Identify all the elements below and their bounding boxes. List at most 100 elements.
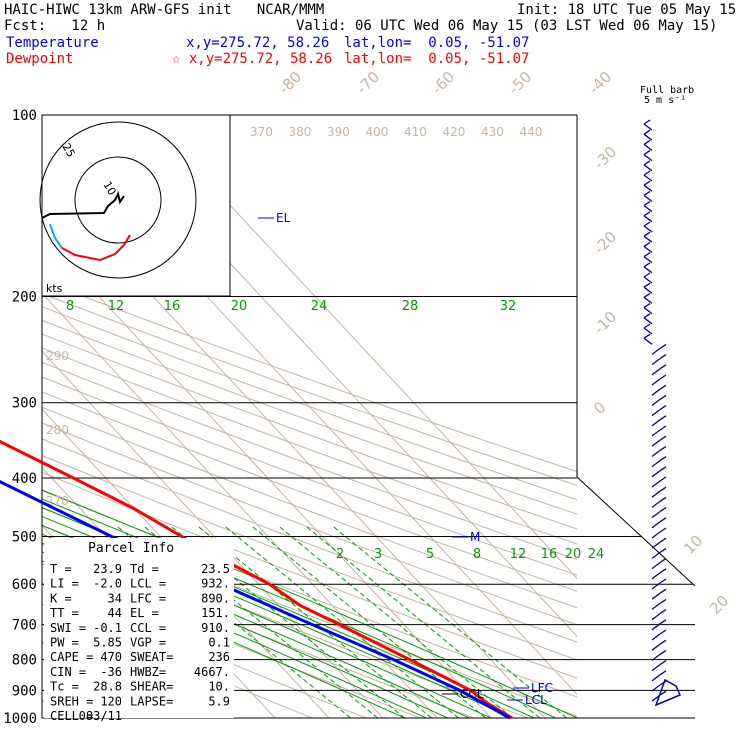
parcel-row-value: 23.5 [201, 562, 230, 576]
wind-barb [651, 582, 661, 590]
hodograph-trace-cyan [49, 223, 63, 249]
wind-barb [651, 368, 661, 376]
wind-barb [643, 225, 653, 233]
wind-barb [643, 266, 653, 274]
mixing-ratio-line [278, 525, 513, 718]
isotherm-line [42, 234, 492, 718]
wind-barb [651, 500, 661, 508]
wind-barb [651, 664, 661, 672]
parcel-row-value: -2.0 [93, 577, 122, 591]
wind-barb [643, 123, 653, 131]
isotherm-label: 20 [706, 592, 732, 618]
parcel-row-label: SWI = [50, 621, 86, 635]
wind-barb [651, 674, 661, 682]
wind-barb [651, 684, 661, 692]
hodograph: 25 10 kts [39, 114, 231, 297]
wind-barb [643, 317, 653, 325]
parcel-panel-bg [44, 538, 234, 718]
wind-barb [651, 470, 661, 478]
wind-barb [651, 643, 661, 651]
wind-barb [651, 613, 661, 621]
wind-barb [651, 490, 661, 498]
wind-barb-flag [659, 456, 667, 462]
mixing-ratio-label: 16 [164, 299, 181, 314]
wind-barb-flag [659, 609, 667, 615]
wind-barb-flag [659, 660, 667, 666]
annotation-lfc: LFC [531, 681, 553, 695]
wind-barb-cluster [654, 678, 681, 707]
wind-barb-flag [659, 405, 667, 411]
wind-barb [643, 296, 653, 304]
wind-barb-flag [659, 629, 667, 635]
wind-barb [651, 602, 661, 610]
dry-adiabat-line [42, 583, 367, 718]
parcel-row-value: 4667. [194, 665, 230, 679]
dry-adiabat-line [42, 293, 577, 487]
isotherm-line [42, 292, 438, 718]
dry-adiabat-line [42, 406, 577, 609]
wind-barb-flag [659, 486, 667, 492]
pressure-label: 600 [12, 577, 37, 593]
parcel-row-value: 44 [108, 606, 122, 620]
mixing-ratio-label: 12 [510, 547, 527, 562]
mixing-ratio-label: 24 [588, 547, 605, 562]
pressure-label: 400 [12, 471, 37, 487]
dry-adiabat-line [42, 280, 577, 473]
wind-barb [643, 327, 653, 335]
wind-barbs [643, 119, 681, 707]
wind-barb [643, 276, 653, 284]
wind-barb-flag [659, 527, 667, 533]
parcel-row-label: CELL = [50, 709, 93, 723]
wind-barb-flag [659, 425, 667, 431]
plot-frame-diagonal [576, 476, 696, 587]
dewpoint-latlon: lat,lon= 0.05, -51.07 [344, 51, 530, 67]
wind-barb-flag [659, 394, 667, 400]
parcel-row-label: Tc = [50, 680, 79, 694]
wind-barb-flag [659, 343, 667, 349]
wind-barb-flag [643, 211, 651, 217]
parcel-row-value: -36 [100, 665, 122, 679]
theta-label: 280 [46, 423, 69, 437]
wind-barb-flag [643, 272, 651, 278]
wind-barb [651, 347, 661, 355]
wind-barb-flag [643, 313, 651, 319]
mixing-ratio-line [305, 525, 540, 718]
parcel-row-value: 120 [100, 694, 122, 708]
mixing-ratio-label: 12 [108, 299, 125, 314]
mixing-ratio-label: 3 [374, 547, 382, 562]
wind-barb [651, 633, 661, 641]
wind-barb-flag [659, 588, 667, 594]
wind-barb [643, 184, 653, 192]
wind-barb-flag [643, 241, 651, 247]
parcel-row-label: LFC = [130, 591, 166, 605]
temperature-profile-line [0, 439, 513, 720]
parcel-row-label: TT = [50, 606, 79, 620]
mixing-ratio-label: 2 [336, 547, 344, 562]
parcel-row-value: 470 [100, 650, 122, 664]
wind-barb-flag [659, 507, 667, 513]
isotherm-line [0, 115, 5, 718]
wind-barb [643, 337, 653, 345]
parcel-row-value: -0.1 [93, 621, 122, 635]
isotherm-label: -50 [505, 68, 535, 98]
parcel-row-label: EL = [130, 606, 159, 620]
temperature-legend: Temperature [6, 35, 99, 51]
mixing-ratio-label: 28 [402, 299, 419, 314]
parcel-row-label: LAPSE= [130, 694, 173, 708]
isotherm-label: -20 [590, 228, 620, 258]
wind-barb-flag [659, 568, 667, 574]
pressure-label: 700 [12, 618, 37, 634]
wind-barb-flag [659, 496, 667, 502]
dry-adiabat-line [42, 333, 577, 530]
wind-barb [651, 358, 661, 366]
wind-barb [643, 215, 653, 223]
wind-barb-flag [643, 231, 651, 237]
mixing-ratio-label: 16 [541, 547, 558, 562]
pressure-label: 900 [12, 683, 37, 699]
hodograph-trace-red [61, 234, 131, 262]
wind-barb-flag [659, 466, 667, 472]
annotation-lcl: LCL [525, 693, 547, 707]
theta-label: 430 [481, 125, 504, 139]
